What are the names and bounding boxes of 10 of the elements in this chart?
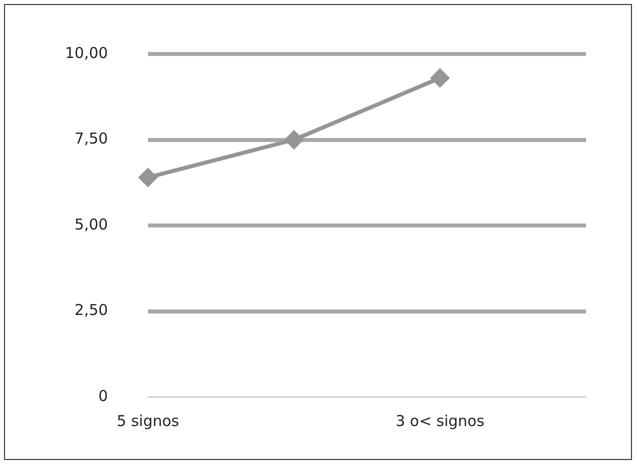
y-tick-label: 5,00 bbox=[74, 215, 108, 234]
point bbox=[430, 69, 449, 88]
y-tick-label: 7,50 bbox=[74, 130, 108, 148]
point bbox=[138, 168, 157, 186]
y-tick-label: 10,00 bbox=[64, 44, 108, 62]
y-tick-label: 2,50 bbox=[74, 301, 108, 320]
x-tick-label: 3 o< signos bbox=[396, 412, 485, 430]
y-tick-label: 0 bbox=[98, 386, 108, 405]
x-tick-label: 5 signos bbox=[116, 412, 180, 430]
point bbox=[284, 130, 303, 149]
